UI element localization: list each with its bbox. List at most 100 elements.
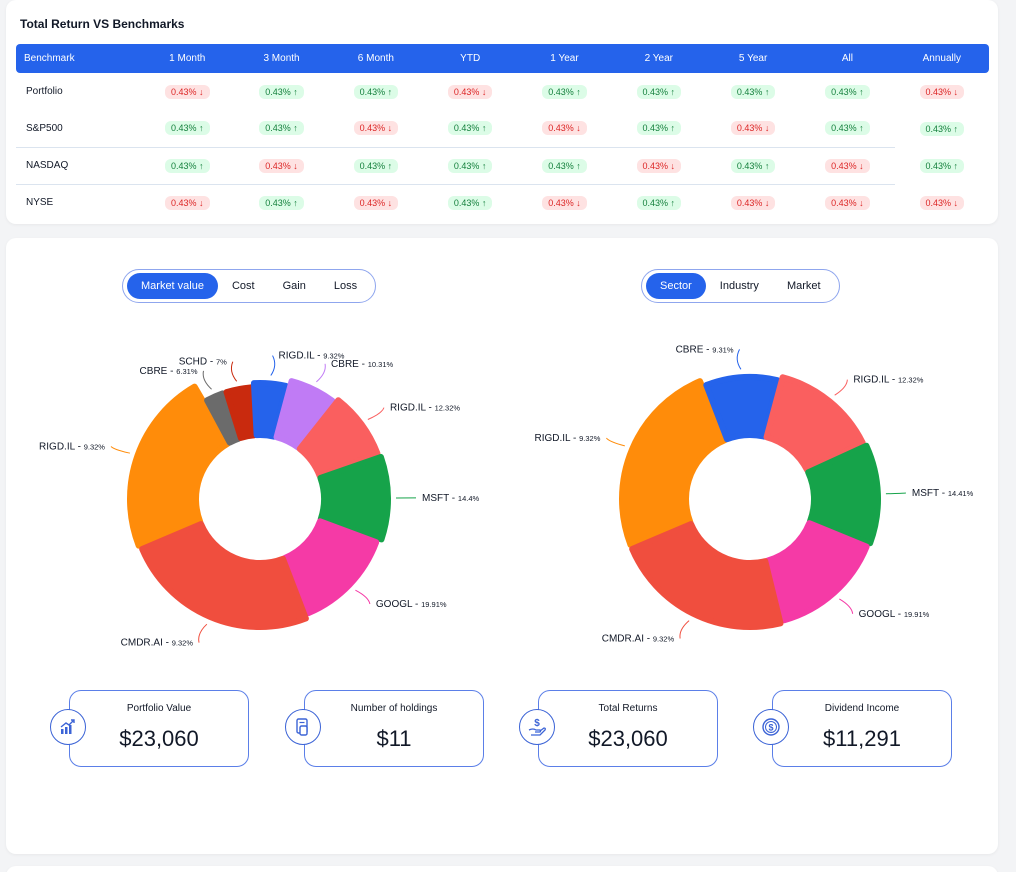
return-up-badge: 0.43% ↑ <box>542 84 587 99</box>
leader-line <box>230 361 238 382</box>
benchmark-cell: 0.43% ↓ <box>895 184 989 221</box>
donut-slice-cmdr-ai[interactable] <box>139 521 309 630</box>
benchmark-row: NASDAQ 0.43% ↑ 0.43% ↓ 0.43% ↑ 0.43% ↑ 0.43% … <box>16 147 989 185</box>
return-up-badge: 0.43% ↑ <box>447 195 493 210</box>
slice-label: CMDR.AI - 9.32% <box>121 638 194 649</box>
slice-label: GOOGL - 19.91% <box>859 609 930 620</box>
benchmark-cell: 0.43% ↑ <box>328 147 424 185</box>
return-up-badge: 0.43% ↑ <box>259 121 304 136</box>
return-up-badge: 0.43% ↑ <box>542 158 587 173</box>
benchmark-cell: 0.43% ↓ <box>800 184 894 221</box>
document-dollar-icon <box>285 709 321 745</box>
donut-slice-rigd-il[interactable] <box>619 378 728 548</box>
benchmark-cell: 0.43% ↓ <box>328 110 424 148</box>
column-header[interactable]: 1 Year <box>550 53 579 64</box>
column-header[interactable]: 2 Year <box>644 53 673 64</box>
benchmark-row: Portfolio 0.43% ↓ 0.43% ↑ 0.43% ↑ 0.43% ↓ 0.4… <box>16 73 989 110</box>
leader-line <box>270 355 276 376</box>
return-down-badge: 0.43% ↓ <box>730 121 776 136</box>
return-up-badge: 0.43% ↑ <box>447 121 493 136</box>
benchmark-name: NASDAQ <box>16 147 141 185</box>
left-allocation-donut: RIGD.IL - 9.32% CBRE - 6.31%SCHD - 7% RIGD… <box>39 351 480 649</box>
stat-value: $11,291 <box>823 726 901 751</box>
leader-line <box>316 363 326 383</box>
slice-label: MSFT - 14.4% <box>422 493 480 504</box>
benchmark-cell: 0.43% ↑ <box>895 147 989 184</box>
return-up-badge: 0.43% ↑ <box>919 158 965 173</box>
benchmark-cell: 0.43% ↑ <box>423 147 518 185</box>
benchmark-cell: 0.43% ↓ <box>706 184 800 221</box>
benchmark-cell: 0.43% ↓ <box>329 184 423 221</box>
column-header[interactable]: Benchmark <box>24 53 75 64</box>
stat-value: $23,060 <box>119 726 199 751</box>
leader-line <box>367 407 385 420</box>
column-header[interactable]: 6 Month <box>357 53 394 64</box>
leader-line <box>885 492 906 495</box>
return-up-badge: 0.43% ↑ <box>825 84 870 99</box>
allocation-metric-tabs: Market value Cost Gain Loss <box>122 269 377 303</box>
benchmark-cell: 0.43% ↑ <box>140 147 235 185</box>
column-header[interactable]: 3 Month <box>263 53 300 64</box>
column-header[interactable]: 5 Year <box>738 53 768 64</box>
column-header[interactable]: 1 Month <box>169 53 206 64</box>
tab-market-value[interactable]: Market value <box>127 273 218 299</box>
total-returns-card: Total Returns $23,060 <box>538 690 718 767</box>
benchmark-cell: 0.43% ↑ <box>705 147 801 185</box>
leader-line <box>736 349 742 370</box>
tab-sector[interactable]: Sector <box>646 273 706 299</box>
stat-label: Total Returns <box>598 703 658 714</box>
donut-slice-cbre[interactable] <box>703 374 781 443</box>
leader-line <box>839 598 854 614</box>
tab-gain[interactable]: Gain <box>282 280 306 292</box>
benchmark-cell: 0.43% ↑ <box>611 110 706 148</box>
slice-label: CBRE - 9.31% <box>676 344 734 355</box>
tab-loss[interactable]: Loss <box>333 280 358 292</box>
return-down-badge: 0.43% ↓ <box>259 158 304 173</box>
benchmark-cell: 0.43% ↓ <box>517 110 612 148</box>
benchmark-cell: 0.43% ↑ <box>800 110 895 148</box>
donut-slice-rigd-il[interactable] <box>296 397 381 479</box>
benchmark-cell: 0.43% ↑ <box>612 184 706 221</box>
benchmark-row: S&P500 0.43% ↑ 0.43% ↑ 0.43% ↓ 0.43% ↑ 0.43% … <box>16 110 989 148</box>
donut-slice-msft[interactable] <box>317 453 391 543</box>
chart-growth-icon <box>50 709 86 745</box>
number-of-holdings-card: Number of holdings $11 <box>304 690 484 767</box>
return-up-badge: 0.43% ↑ <box>447 158 493 173</box>
slice-label: CMDR.AI - 9.32% <box>602 633 675 644</box>
return-up-badge: 0.43% ↑ <box>730 84 776 99</box>
benchmark-row: NYSE 0.43% ↓ 0.43% ↑ 0.43% ↓ 0.43% ↑ 0.43% ↓ 0… <box>16 184 989 221</box>
tab-market[interactable]: Market <box>786 280 821 292</box>
donut-slice-msft[interactable] <box>805 442 881 547</box>
donut-slice-rigd-il[interactable] <box>127 383 231 549</box>
next-card <box>6 866 998 872</box>
return-up-badge: 0.43% ↑ <box>636 121 682 136</box>
return-up-badge: 0.43% ↑ <box>730 158 776 173</box>
column-header[interactable]: Annually <box>922 53 961 64</box>
leader-line <box>834 379 848 396</box>
svg-text:$: $ <box>534 718 540 729</box>
return-up-badge: 0.43% ↑ <box>164 121 210 136</box>
benchmarks-table: Benchmark 1 Month 3 Month 6 Month YTD 1 … <box>16 44 989 221</box>
tab-cost[interactable]: Cost <box>231 280 255 292</box>
donut-slice-cmdr-ai[interactable] <box>629 521 784 630</box>
return-down-badge: 0.43% ↓ <box>730 195 776 210</box>
return-down-badge: 0.43% ↓ <box>447 84 493 99</box>
tab-industry[interactable]: Industry <box>719 280 759 292</box>
donut-slice-rigd-il[interactable] <box>763 374 866 474</box>
column-header[interactable]: All <box>841 53 853 64</box>
stat-label: Number of holdings <box>350 703 438 714</box>
column-header[interactable]: YTD <box>460 53 481 64</box>
donut-slice-cbre[interactable] <box>273 378 336 451</box>
return-down-badge: 0.43% ↓ <box>164 84 210 99</box>
benchmark-cell: 0.43% ↓ <box>895 73 989 110</box>
donut-slice-googl[interactable] <box>282 518 380 617</box>
return-down-badge: 0.43% ↓ <box>919 195 965 210</box>
return-up-badge: 0.43% ↑ <box>259 84 304 99</box>
benchmark-cell: 0.43% ↓ <box>705 110 801 148</box>
return-down-badge: 0.43% ↓ <box>164 195 210 210</box>
benchmark-cell: 0.43% ↓ <box>611 147 706 185</box>
slice-label: SCHD - 7% <box>179 357 227 368</box>
donut-slice-googl[interactable] <box>764 520 870 624</box>
benchmarks-body: Portfolio 0.43% ↓ 0.43% ↑ 0.43% ↑ 0.43% ↓ 0.4… <box>16 73 989 221</box>
slice-label: RIGD.IL - 12.32% <box>390 403 460 414</box>
